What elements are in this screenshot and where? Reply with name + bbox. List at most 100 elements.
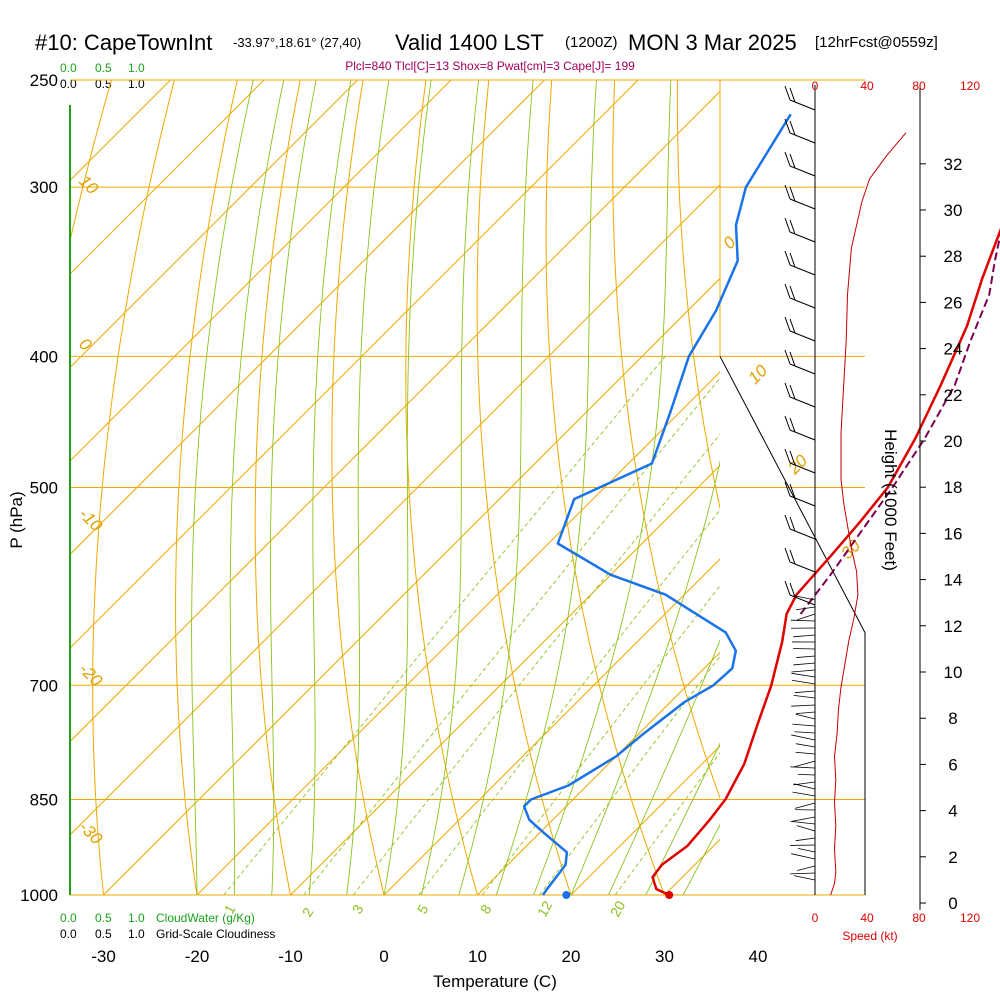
temperature-tick-30: 30 <box>655 947 674 966</box>
dry-adiabat-100 <box>992 80 1000 895</box>
temperature-tick--30: -30 <box>91 947 116 966</box>
wind-barb <box>793 635 815 637</box>
wind-barbs <box>785 86 815 880</box>
wind-barb <box>794 695 815 698</box>
speed-bottom-tick-0: 0 <box>812 911 819 925</box>
pressure-tick-700: 700 <box>30 676 58 695</box>
dry-adiabat-label-0: 10 <box>75 171 102 198</box>
mixing-ratio-label-4: 8 <box>477 902 495 917</box>
wind-barb <box>790 331 815 341</box>
wind-barb-flag <box>785 515 790 529</box>
wind-barb <box>790 166 815 176</box>
cloudiness-bottom-1: 0.5 <box>95 927 112 941</box>
cloudwater-top-0: 0.0 <box>60 61 77 75</box>
skew-t-chart: #10: CapeTownInt -33.97°,18.61° (27,40) … <box>0 0 1000 1000</box>
mixing-ratio-label-2: 3 <box>349 902 367 917</box>
wind-barb <box>794 732 815 733</box>
pressure-tick-400: 400 <box>30 347 58 366</box>
speed-top-tick-40: 40 <box>860 79 874 93</box>
wind-barb <box>796 712 815 714</box>
wind-barb <box>796 752 815 754</box>
cloudiness-bottom-2: 1.0 <box>128 927 145 941</box>
wind-barb <box>796 607 815 610</box>
wind-barb <box>791 854 815 859</box>
pressure-tick-500: 500 <box>30 479 58 498</box>
wind-barb <box>791 705 815 706</box>
mixing-ratio-1 <box>224 356 665 895</box>
wind-barb <box>790 133 815 143</box>
wind-barb <box>797 614 815 620</box>
grid-lines: 100-10-20-3001020301 2 3 5 8 12 20 <box>0 80 1000 920</box>
wind-barb-flag <box>785 284 790 298</box>
wind-barb <box>790 873 815 874</box>
speed-top-tick-80: 80 <box>912 79 926 93</box>
height-tick-4: 4 <box>948 802 957 821</box>
pressure-tick-850: 850 <box>30 790 58 809</box>
wind-barb <box>796 838 815 841</box>
temperature-tick--10: -10 <box>278 947 303 966</box>
speed-top-tick-0: 0 <box>812 79 819 93</box>
wind-barb <box>790 496 815 506</box>
wind-barb-flag <box>785 548 790 562</box>
wind-barb <box>795 691 815 693</box>
wind-barb <box>796 744 815 747</box>
height-tick-10: 10 <box>944 663 963 682</box>
wind-barb <box>794 761 815 767</box>
speed-bottom-tick-40: 40 <box>860 911 874 925</box>
wind-barb <box>791 673 815 677</box>
speed-bottom-tick-120: 120 <box>960 911 980 925</box>
wind-barb-flag <box>785 251 790 265</box>
pressure-tick-300: 300 <box>30 178 58 197</box>
wind-barb <box>795 803 815 808</box>
wind-barb <box>791 821 815 824</box>
temperature-tick-40: 40 <box>749 947 768 966</box>
cloud-bottom-labels: 0.0 0.5 1.0 CloudWater (g/Kg) 0.0 0.5 1.… <box>60 911 275 941</box>
wind-barb <box>796 656 815 658</box>
wind-barb-flag <box>785 383 790 397</box>
station-coords: -33.97°,18.61° (27,40) <box>233 35 361 50</box>
height-axis-title: Height (1000 Feet) <box>881 429 900 571</box>
temperature-tick-20: 20 <box>562 947 581 966</box>
axes: 2503004005007008501000-30 -20 -10 0 10 20 30 40… <box>20 71 980 966</box>
cloudwater-bottom-2: 1.0 <box>128 911 145 925</box>
height-tick-28: 28 <box>944 247 963 266</box>
wind-barb <box>792 724 815 726</box>
wind-barb <box>792 680 815 684</box>
surface-temperature-dot <box>665 891 673 899</box>
indices-text: Plcl=840 Tlcl[C]=13 Shox=8 Pwat[cm]=3 Ca… <box>345 59 635 73</box>
dry-adiabat-label-3: -20 <box>75 659 106 690</box>
cloudwater-bottom-1: 0.5 <box>95 911 112 925</box>
wind-barb <box>790 397 815 407</box>
wind-barb-flag <box>785 317 790 331</box>
height-tick-24: 24 <box>944 340 963 359</box>
mixing-ratio-8 <box>482 356 899 895</box>
height-tick-16: 16 <box>944 524 963 543</box>
speed-top-tick-120: 120 <box>960 79 980 93</box>
height-tick-6: 6 <box>948 755 957 774</box>
moist-adiabat-label-1: 10 <box>744 361 771 388</box>
valid-time: Valid 1400 LST <box>395 30 544 55</box>
mixing-ratio-label-6: 20 <box>607 898 629 920</box>
wind-panel-diagonal <box>720 356 865 895</box>
wind-barb-flag <box>785 350 790 364</box>
moist-adiabat-label-3: 30 <box>837 536 864 563</box>
dry-adiabat-label-4: -30 <box>75 817 106 848</box>
mixing-ratio-5 <box>419 356 842 895</box>
wind-barb <box>794 876 815 880</box>
pressure-tick-250: 250 <box>30 71 58 90</box>
speed-bottom-tick-80: 80 <box>912 911 926 925</box>
height-tick-18: 18 <box>944 478 963 497</box>
wind-barb-flag <box>785 218 790 232</box>
wind-barb-flag <box>785 86 790 100</box>
wind-barb-flag <box>785 416 790 430</box>
speed-axis-title: Speed (kt) <box>842 929 897 943</box>
wind-barb <box>797 866 815 870</box>
height-tick-14: 14 <box>944 571 963 590</box>
wind-barb <box>790 562 815 572</box>
pressure-tick-1000: 1000 <box>20 886 58 905</box>
forecast-run: [12hrFcst@0559z] <box>815 34 938 51</box>
surface-dewpoint-dot <box>562 891 570 899</box>
cloudwater-top-2: 1.0 <box>128 61 145 75</box>
cloudwater-top-1: 0.5 <box>95 61 112 75</box>
profiles <box>524 114 1000 899</box>
